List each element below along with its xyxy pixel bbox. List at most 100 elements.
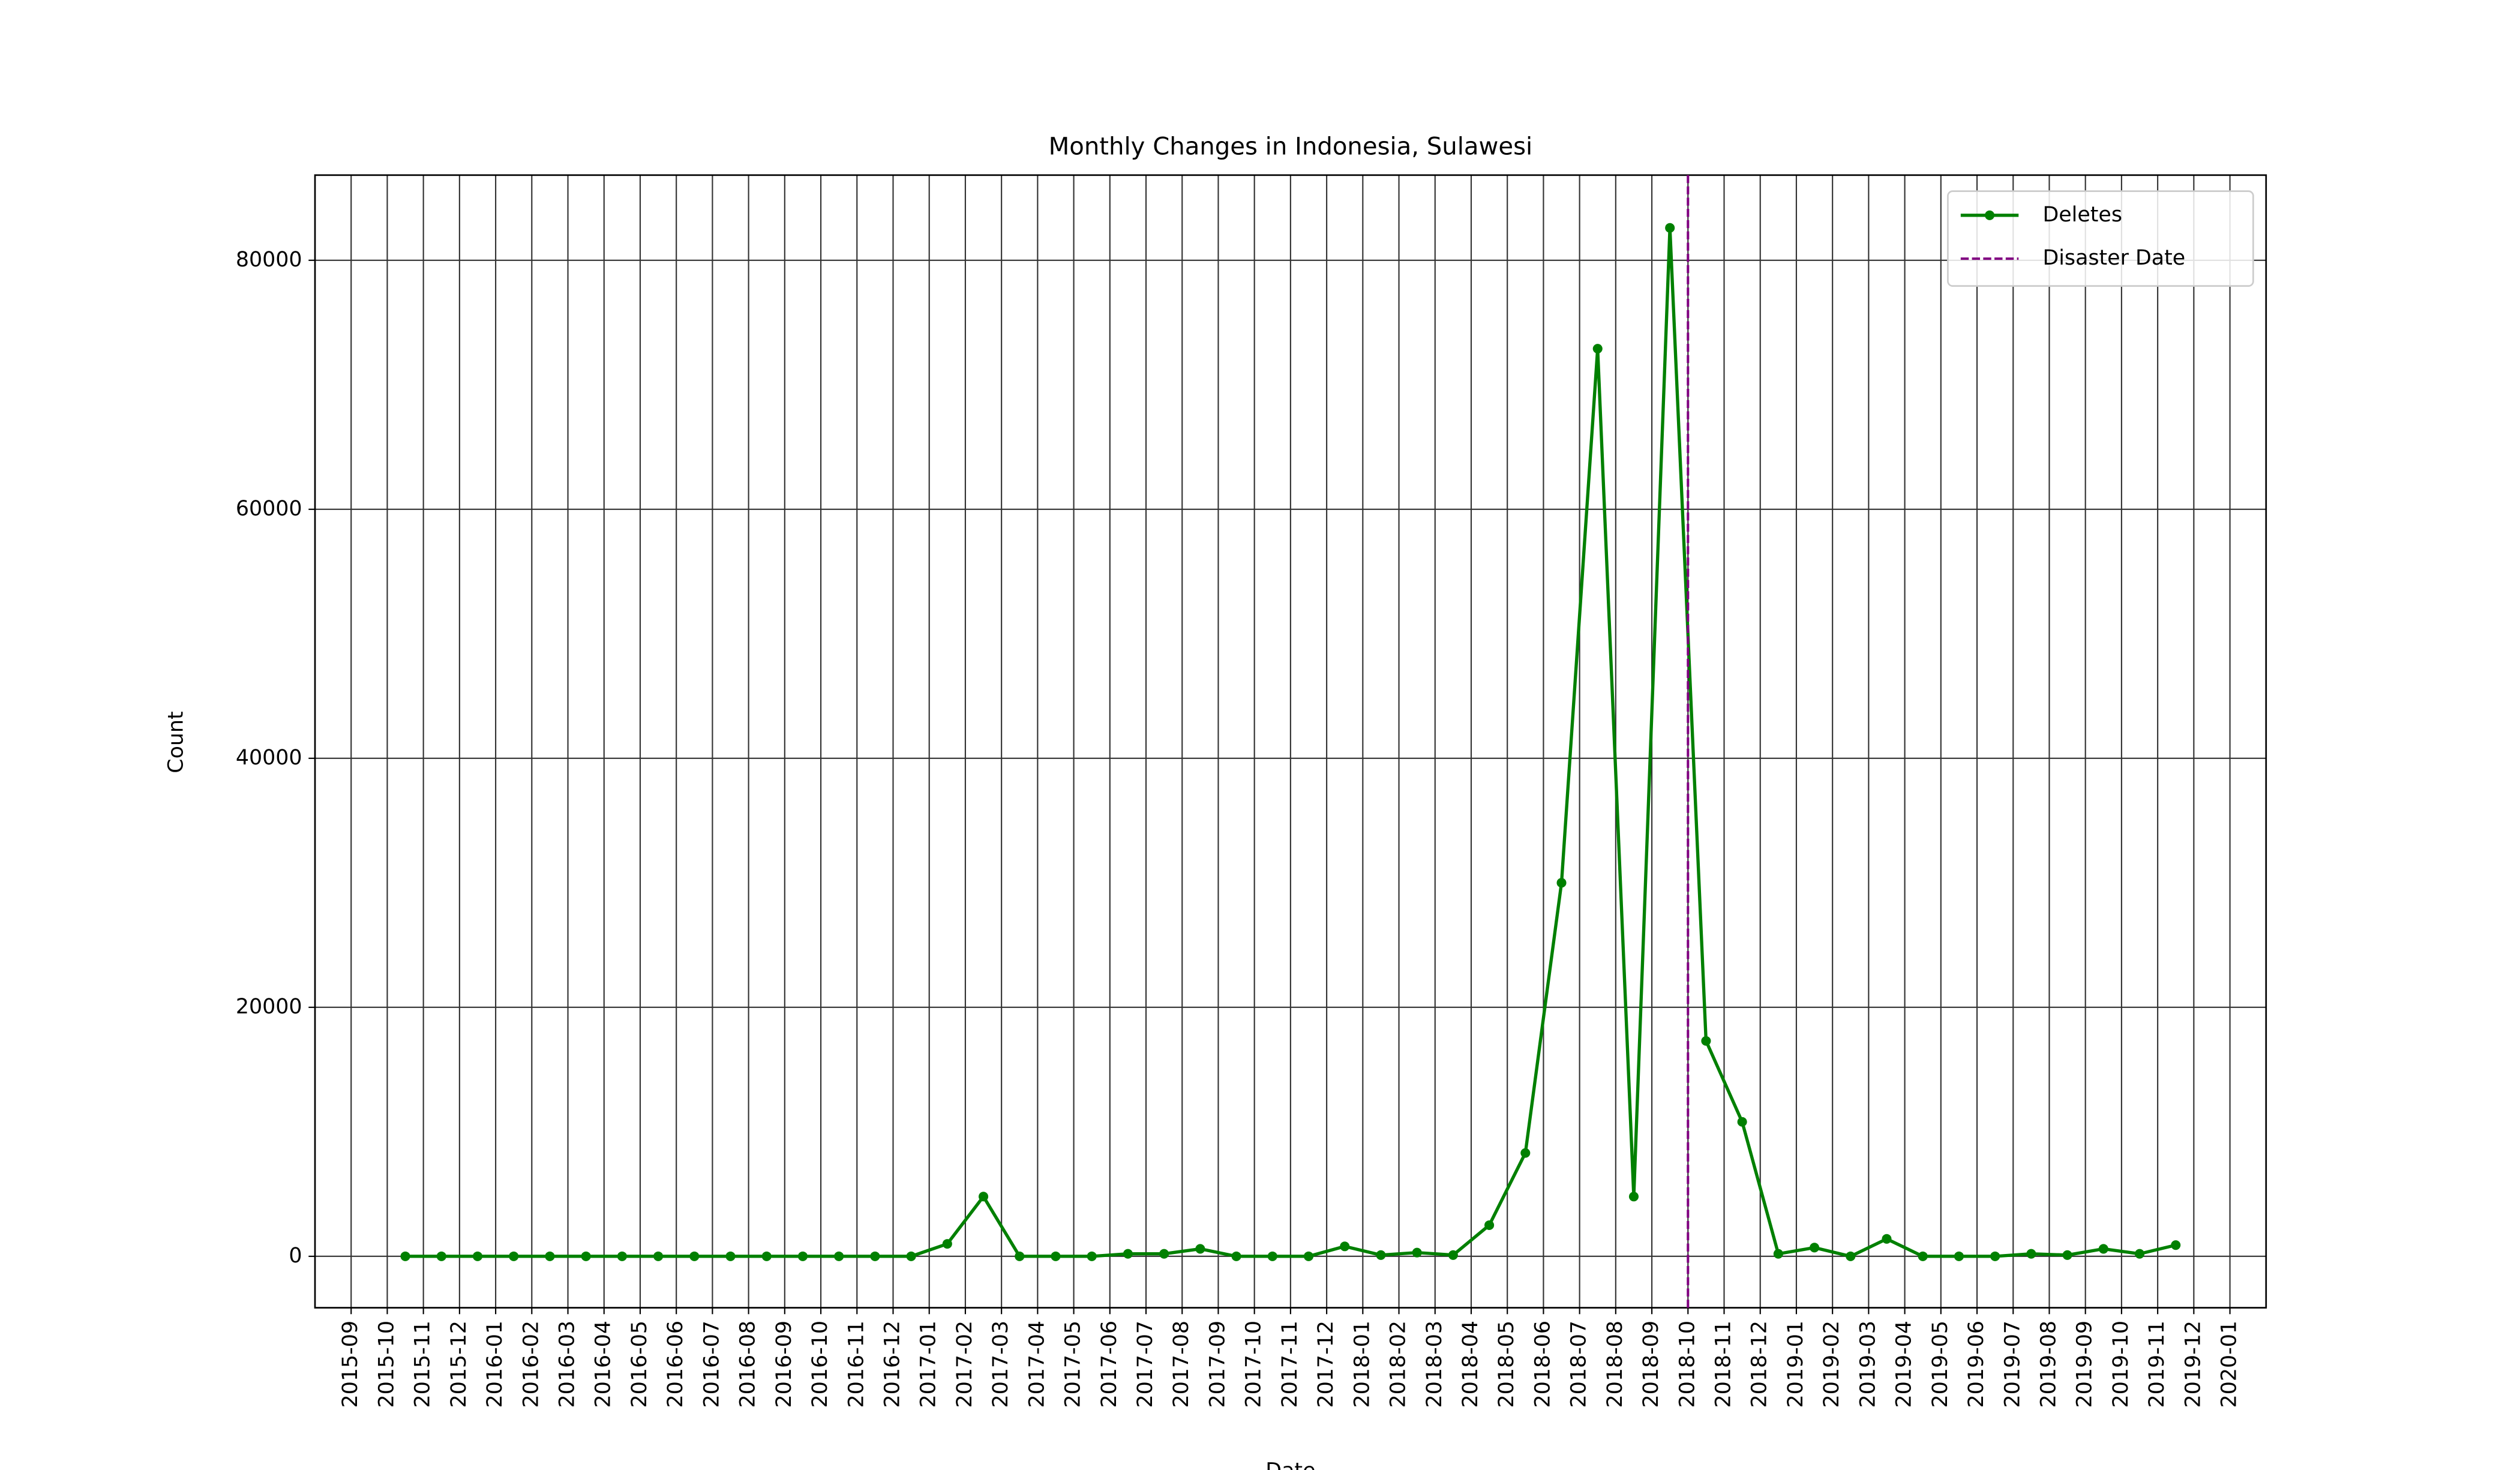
y-axis-label: Count [164, 711, 188, 773]
data-point [509, 1251, 519, 1261]
data-point [689, 1251, 700, 1261]
x-tick-label: 2018-01 [1350, 1321, 1374, 1408]
x-tick-label: 2017-05 [1061, 1321, 1085, 1408]
plot-frame [314, 174, 2267, 1309]
x-tick-label: 2019-09 [2073, 1321, 2097, 1408]
y-tick-label: 40000 [236, 746, 302, 770]
data-point [545, 1251, 555, 1261]
x-tick-label: 2018-05 [1495, 1321, 1519, 1408]
data-line [405, 227, 2176, 1258]
data-point [1484, 1220, 1495, 1231]
data-point [617, 1251, 627, 1261]
data-point [797, 1251, 808, 1261]
data-point [870, 1251, 880, 1261]
x-tick-label: 2018-07 [1567, 1321, 1591, 1408]
x-tick-label: 2019-02 [1820, 1321, 1844, 1408]
x-tick-label: 2018-04 [1459, 1321, 1483, 1408]
x-tick-label: 2018-10 [1675, 1321, 1699, 1408]
data-point [1628, 1192, 1639, 1202]
x-tick-label: 2018-06 [1531, 1321, 1555, 1408]
data-point [1267, 1251, 1277, 1261]
data-point [1520, 1148, 1531, 1158]
data-point [2098, 1244, 2108, 1254]
data-point [1231, 1251, 1241, 1261]
data-point [1592, 344, 1603, 354]
x-tick-label: 2017-08 [1169, 1321, 1193, 1408]
x-tick-label: 2019-08 [2036, 1321, 2060, 1408]
legend-label: Disaster Date [2042, 246, 2185, 270]
x-tick-label: 2017-09 [1205, 1321, 1229, 1408]
x-axis-label: Date [1265, 1459, 1315, 1470]
x-tick-label: 2017-04 [1025, 1321, 1049, 1408]
data-point [2171, 1240, 2181, 1250]
data-point [1882, 1234, 1892, 1244]
x-tick-label: 2019-05 [1928, 1321, 1952, 1408]
data-point [1051, 1251, 1061, 1261]
data-point [1556, 878, 1567, 888]
x-tick-label: 2018-09 [1639, 1321, 1663, 1408]
x-tick-label: 2018-08 [1603, 1321, 1627, 1408]
x-tick-label: 2017-06 [1097, 1321, 1121, 1408]
data-point [1918, 1251, 1928, 1261]
data-point [834, 1251, 844, 1261]
data-point [436, 1251, 446, 1261]
data-point [472, 1251, 483, 1261]
data-point [725, 1251, 736, 1261]
x-tick-label: 2016-08 [736, 1321, 760, 1408]
x-tick-label: 2015-12 [447, 1321, 471, 1408]
x-tick-label: 2016-04 [592, 1321, 616, 1408]
data-point [1773, 1249, 1783, 1259]
legend-box [1947, 190, 2254, 287]
x-tick-label: 2016-07 [700, 1321, 724, 1408]
data-point [653, 1251, 664, 1261]
x-tick-label: 2016-11 [844, 1321, 868, 1408]
data-point [1376, 1250, 1386, 1260]
data-point [906, 1251, 916, 1261]
x-tick-label: 2016-09 [772, 1321, 796, 1408]
x-tick-label: 2019-06 [1964, 1321, 1988, 1408]
x-tick-label: 2019-12 [2181, 1321, 2205, 1408]
x-tick-label: 2016-10 [808, 1321, 832, 1408]
x-tick-label: 2017-12 [1314, 1321, 1338, 1408]
x-tick-label: 2019-11 [2145, 1321, 2169, 1408]
data-point [2134, 1249, 2145, 1259]
y-tick-label: 60000 [236, 497, 302, 521]
x-tick-label: 2019-01 [1784, 1321, 1808, 1408]
data-point [761, 1251, 772, 1261]
x-tick-label: 2017-01 [917, 1321, 941, 1408]
x-tick-label: 2019-07 [2000, 1321, 2024, 1408]
x-tick-label: 2018-11 [1712, 1321, 1736, 1408]
data-point [1448, 1250, 1458, 1260]
data-point [400, 1251, 410, 1261]
x-tick-label: 2019-04 [1892, 1321, 1916, 1408]
data-point [581, 1251, 591, 1261]
data-point [2062, 1250, 2072, 1260]
data-point [942, 1239, 952, 1249]
x-tick-label: 2015-11 [411, 1321, 435, 1408]
x-tick-label: 2020-01 [2218, 1321, 2242, 1408]
data-point [1195, 1244, 1205, 1254]
data-point [1954, 1251, 1964, 1261]
data-point [1123, 1249, 1133, 1259]
x-tick-label: 2017-07 [1133, 1321, 1157, 1408]
x-tick-label: 2017-02 [953, 1321, 977, 1408]
data-point [1015, 1251, 1025, 1261]
x-tick-label: 2018-02 [1387, 1321, 1411, 1408]
data-point [1990, 1251, 2000, 1261]
x-tick-label: 2017-03 [989, 1321, 1013, 1408]
data-point [979, 1192, 989, 1202]
chart-title: Monthly Changes in Indonesia, Sulawesi [1049, 133, 1533, 160]
x-tick-label: 2016-03 [556, 1321, 580, 1408]
x-tick-label: 2019-03 [1856, 1321, 1880, 1408]
data-point [1303, 1251, 1314, 1261]
data-point [1412, 1247, 1422, 1258]
x-tick-label: 2016-02 [519, 1321, 543, 1408]
data-point [2026, 1249, 2036, 1259]
y-tick-label: 0 [289, 1244, 302, 1268]
x-tick-label: 2015-10 [374, 1321, 398, 1408]
x-tick-label: 2016-05 [628, 1321, 652, 1408]
x-tick-label: 2018-12 [1748, 1321, 1772, 1408]
x-tick-label: 2016-12 [880, 1321, 904, 1408]
x-tick-label: 2016-01 [483, 1321, 507, 1408]
